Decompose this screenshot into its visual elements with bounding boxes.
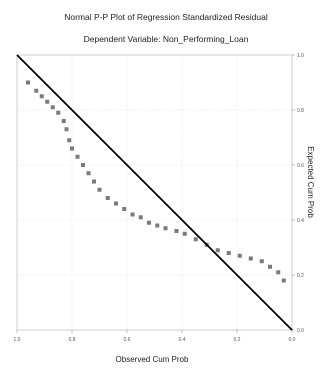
x-tick-label: 0.2: [234, 337, 241, 343]
y-tick-label: 0.8: [297, 108, 304, 114]
plot-border: [16, 54, 293, 331]
data-point: [105, 196, 110, 200]
data-point: [163, 226, 168, 231]
x-tick-label: 0.8: [69, 337, 76, 343]
data-point: [226, 251, 231, 255]
data-point: [155, 223, 160, 228]
y-tick-label: 0.2: [297, 273, 304, 279]
data-point: [97, 187, 102, 192]
data-point: [114, 201, 118, 206]
data-point: [75, 154, 80, 159]
data-point: [92, 179, 96, 184]
data-point: [259, 259, 264, 264]
x-tick-label: 0.4: [179, 337, 186, 343]
data-point: [138, 215, 143, 220]
x-axis-label: Observed Cum Prob: [116, 355, 189, 364]
chart-subtitle: Dependent Variable: Non_Performing_Loan: [84, 34, 249, 44]
data-point: [193, 237, 198, 242]
data-point: [268, 264, 272, 269]
data-point: [182, 231, 187, 236]
y-tick-label: 0.4: [297, 218, 304, 224]
data-point: [130, 212, 135, 217]
y-tick-label: 0.0: [297, 328, 304, 334]
data-point: [281, 278, 286, 283]
data-point: [147, 220, 151, 225]
data-point: [61, 119, 66, 123]
data-point: [276, 270, 281, 275]
data-point: [81, 163, 85, 167]
data-point: [64, 127, 69, 132]
data-point: [237, 253, 242, 258]
data-point: [122, 207, 127, 211]
x-tick-label: 0.0: [289, 337, 296, 343]
data-point: [215, 248, 220, 253]
y-tick-label: 1.0: [297, 53, 304, 59]
data-point: [50, 105, 55, 110]
data-point: [174, 229, 179, 233]
y-tick-label: 0.6: [297, 163, 304, 169]
data-point: [34, 88, 39, 93]
data-point: [70, 146, 74, 151]
chart-title: Normal P-P Plot of Regression Standardiz…: [64, 12, 268, 22]
reference-line: [16, 54, 293, 331]
data-point: [45, 99, 50, 104]
data-point: [26, 80, 30, 85]
reference-line-group: [16, 54, 293, 331]
data-point: [248, 256, 253, 261]
y-axis-ticks: 1.0 0.8 0.6 0.4 0.2 0.0: [292, 53, 304, 334]
x-axis-ticks: 1.0 0.8 0.6 0.4 0.2 0.0: [14, 330, 296, 343]
data-point: [86, 171, 91, 176]
y-axis-label: Expected Cum Prob: [306, 146, 315, 218]
data-points: [26, 80, 286, 283]
data-point: [39, 94, 44, 99]
data-point: [56, 110, 61, 115]
x-tick-label: 1.0: [14, 337, 21, 343]
plot-frame: [16, 54, 293, 331]
x-tick-label: 0.6: [124, 337, 131, 343]
data-point: [67, 138, 72, 143]
